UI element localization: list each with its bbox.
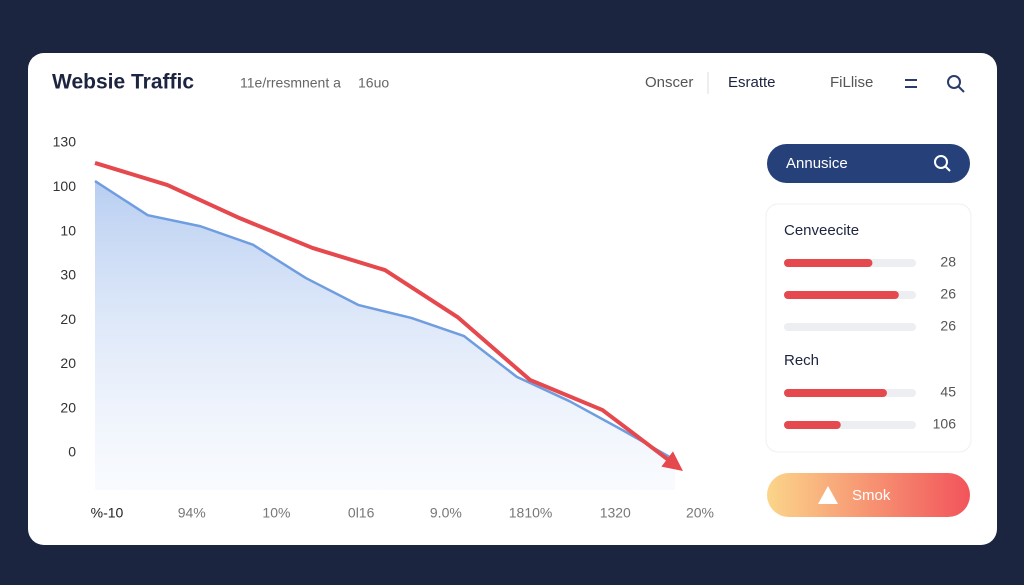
x-tick-label: 1320 bbox=[600, 505, 631, 521]
line bbox=[94, 161, 677, 467]
x-tick-label: 10% bbox=[262, 505, 290, 521]
alert-button[interactable] bbox=[767, 473, 970, 517]
search-icon[interactable] bbox=[947, 75, 965, 93]
menu-icon[interactable] bbox=[905, 79, 917, 88]
search-text: Annusice bbox=[786, 155, 848, 172]
y-tick-label: 20 bbox=[60, 355, 76, 371]
bar bbox=[784, 389, 887, 397]
bar bbox=[784, 421, 841, 429]
subtitle: 11e/rresmnent a bbox=[240, 75, 341, 91]
area bbox=[95, 181, 675, 491]
group-title: Rech bbox=[784, 352, 819, 369]
nav-item[interactable]: FiLlise bbox=[830, 74, 873, 91]
group-title: Cenveecite bbox=[784, 222, 859, 239]
bar bbox=[784, 291, 899, 299]
x-tick-label: 9.0% bbox=[430, 505, 462, 521]
bar-label: 45 bbox=[940, 384, 956, 400]
y-tick-label: 20 bbox=[60, 399, 76, 415]
y-tick-label: 10 bbox=[60, 222, 76, 238]
arrow-head bbox=[661, 451, 683, 471]
x-tick-label: 20% bbox=[686, 505, 714, 521]
bar bbox=[784, 259, 873, 267]
nav-item[interactable]: Esratte bbox=[728, 74, 776, 91]
y-tick-label: 0 bbox=[68, 444, 76, 460]
bar-label: 26 bbox=[940, 318, 956, 334]
y-tick-label: 30 bbox=[60, 267, 76, 283]
nav-item[interactable]: Onscer bbox=[645, 74, 693, 91]
y-tick-label: 100 bbox=[53, 178, 77, 194]
warning-icon bbox=[818, 486, 838, 504]
bar-label: 28 bbox=[940, 254, 956, 270]
button-text: Smok bbox=[852, 487, 891, 504]
y-tick-label: 130 bbox=[53, 134, 77, 150]
bar-label: 26 bbox=[940, 286, 956, 302]
bar-label: 106 bbox=[933, 416, 957, 432]
search-icon bbox=[934, 155, 951, 172]
title: Websie Traffic bbox=[52, 71, 194, 94]
x-tick-label: 1810% bbox=[509, 505, 553, 521]
meta: 16uo bbox=[358, 75, 389, 91]
x-tick-label: 94% bbox=[178, 505, 206, 521]
search-box[interactable] bbox=[767, 144, 970, 183]
line bbox=[94, 180, 676, 462]
y-tick-label: 20 bbox=[60, 311, 76, 327]
x-tick-label: %-10 bbox=[91, 505, 124, 521]
bar-track bbox=[784, 323, 916, 331]
x-tick-label: 0l16 bbox=[348, 505, 375, 521]
